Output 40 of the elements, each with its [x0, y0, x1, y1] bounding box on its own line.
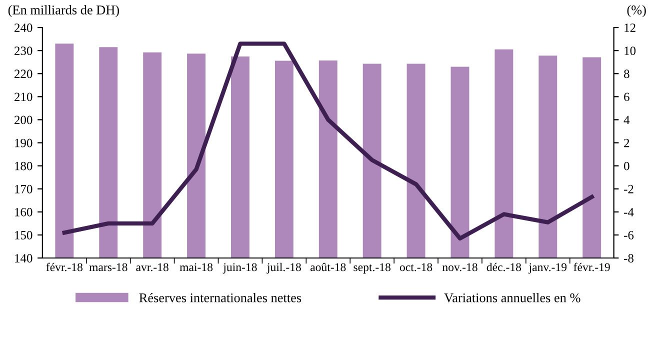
y-tick-label: 170: [15, 184, 32, 194]
y-tick-label: 150: [15, 230, 32, 240]
y2-tick-label: 0: [624, 162, 630, 170]
legend-label: Réserves internationales nettes: [139, 292, 302, 302]
y-tick-label: 200: [14, 116, 32, 124]
x-tick-label: févr.-18: [46, 262, 82, 272]
y-tick-label: 160: [15, 208, 32, 216]
x-tick-label: juin-18: [222, 263, 257, 274]
x-tick-label: sept.-18: [354, 263, 390, 274]
y2-tick-label: 6: [624, 92, 630, 102]
y2-tick-label: 10: [624, 46, 636, 56]
y-tick-label: 180: [15, 162, 32, 170]
y-tick-label: 210: [14, 92, 32, 102]
x-tick-label: mars-18: [89, 263, 128, 272]
y2-tick-label: -2: [624, 184, 634, 194]
y-tick-label: 230: [14, 46, 32, 56]
x-tick-label: févr.-19: [574, 262, 610, 272]
y-tick-label: 220: [14, 70, 32, 78]
x-tick-label: déc.-18: [486, 262, 522, 272]
y2-tick-label: -8: [624, 254, 634, 262]
y-axis-title: (En milliards de DH): [8, 5, 120, 18]
y2-tick-label: 4: [624, 116, 630, 124]
y2-tick-label: 12: [624, 24, 636, 32]
legend-label: Variations annuelles en %: [444, 293, 580, 302]
x-tick-label: avr.-18: [136, 263, 168, 272]
y2-tick-label: -6: [624, 231, 634, 240]
x-tick-label: mai-18: [180, 263, 213, 272]
y2-tick-label: 2: [624, 138, 630, 148]
line-series: [62, 42, 594, 240]
x-tick-label: juil.-18: [266, 262, 301, 274]
x-tick-label: oct.-18: [400, 263, 432, 272]
y-tick-label: 140: [15, 254, 32, 262]
y2-tick-label: -4: [624, 208, 634, 216]
x-tick-label: nov.-18: [442, 263, 478, 272]
y-tick-label: 240: [14, 24, 32, 32]
y2-tick-label: 8: [624, 70, 630, 78]
x-tick-label: août-18: [310, 262, 346, 272]
y-tick-label: 190: [15, 138, 32, 148]
y2-axis-title: (%): [627, 5, 646, 18]
x-tick-label: janv.-19: [528, 263, 567, 274]
